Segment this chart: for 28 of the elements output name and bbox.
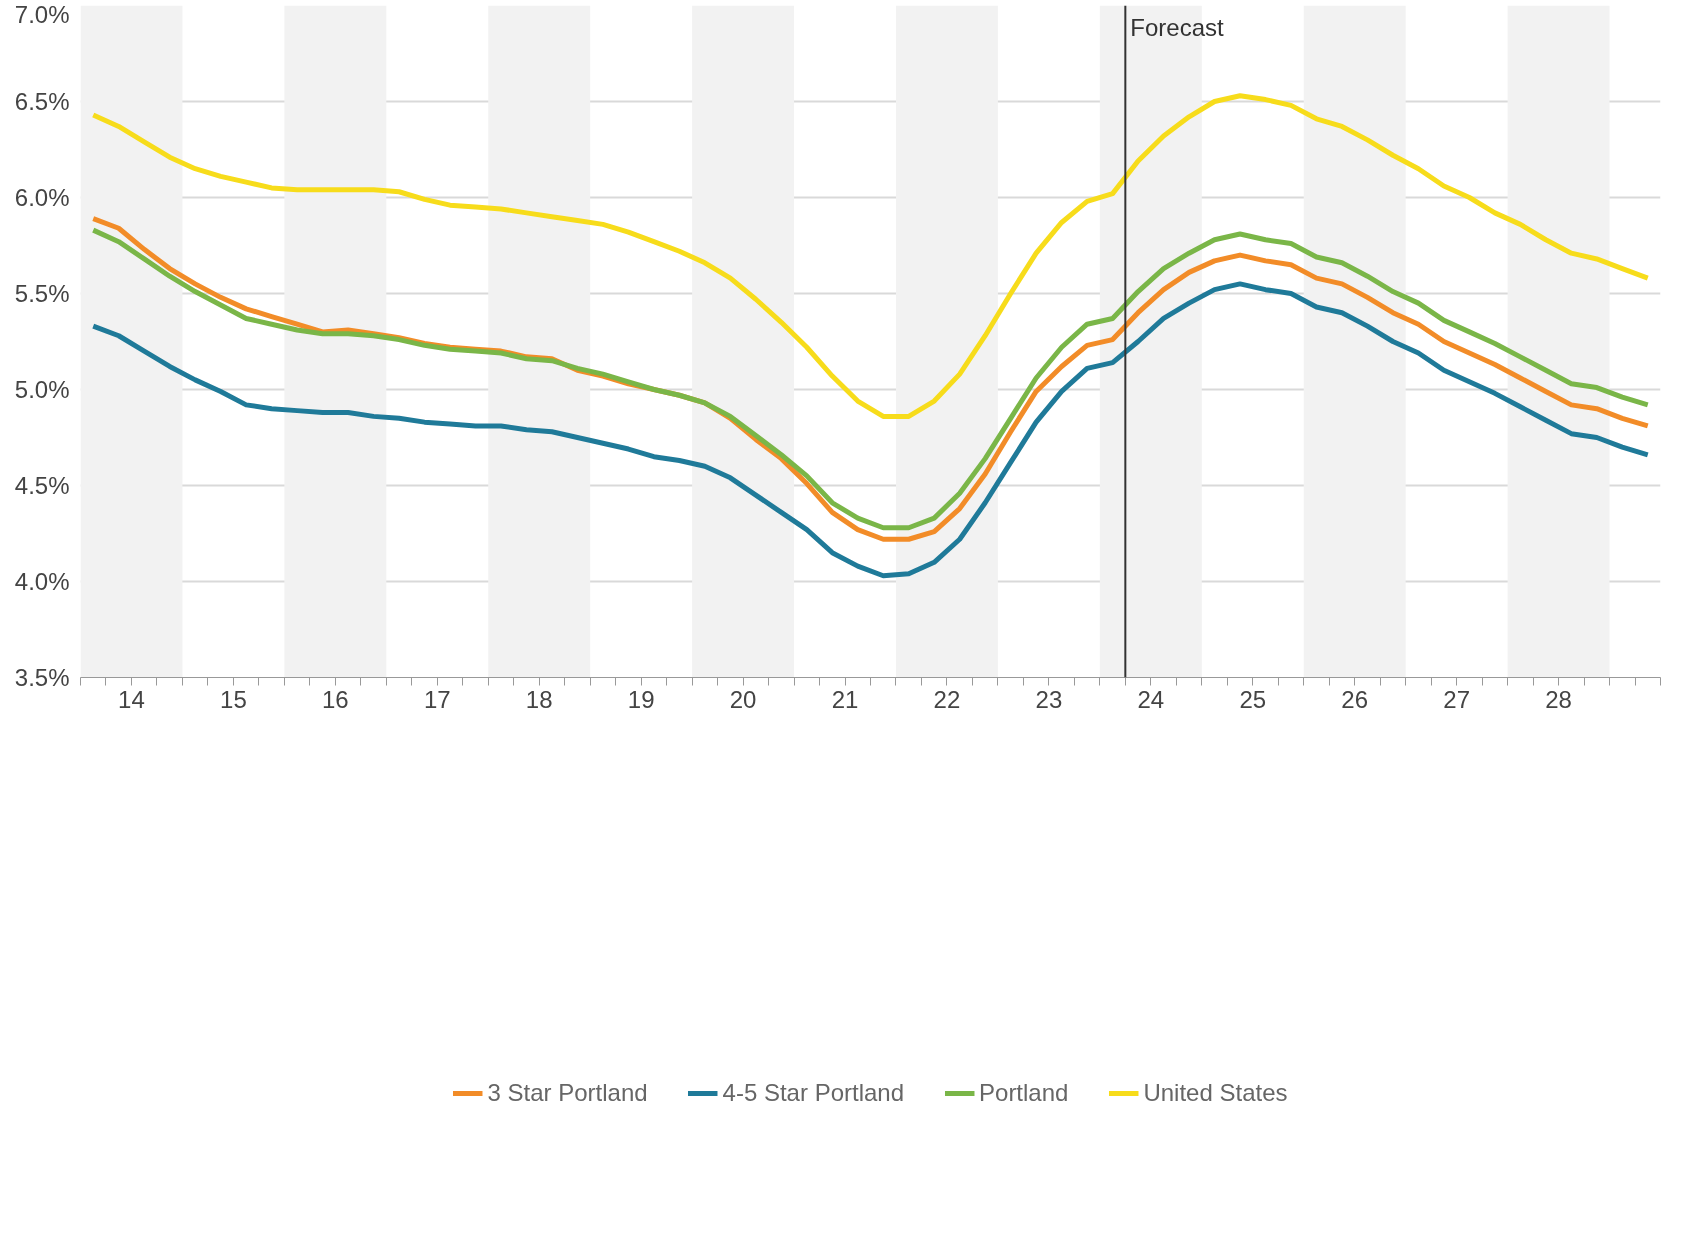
x-tick-label: 27 <box>1443 685 1470 713</box>
legend-label: Portland <box>979 1078 1069 1107</box>
x-tick-label: 14 <box>118 685 145 713</box>
x-tick-label: 24 <box>1137 685 1165 713</box>
x-tick-label: 19 <box>627 685 655 713</box>
legend-label: 4-5 Star Portland <box>722 1078 905 1107</box>
x-tick-label: 22 <box>933 685 961 713</box>
x-tick-label: 18 <box>525 685 553 713</box>
x-tick-label: 26 <box>1341 685 1369 713</box>
x-tick-label: 20 <box>729 685 757 713</box>
y-tick-label: 4.5% <box>14 472 70 499</box>
y-tick-label: 4.0% <box>14 568 70 595</box>
y-tick-label: 5.5% <box>14 280 70 307</box>
x-tick-label: 17 <box>423 685 451 713</box>
y-tick-label: 6.0% <box>14 184 70 211</box>
y-tick-label: 7.0% <box>14 0 70 28</box>
y-tick-label: 6.5% <box>14 88 70 115</box>
x-tick-label: 25 <box>1239 685 1267 713</box>
x-tick-label: 28 <box>1545 685 1572 713</box>
x-tick-label: 21 <box>831 685 859 713</box>
legend-label: 3 Star Portland <box>487 1078 648 1107</box>
legend-label: United States <box>1143 1078 1288 1107</box>
y-tick-label: 5.0% <box>14 376 70 403</box>
x-tick-label: 15 <box>220 685 247 713</box>
y-tick-label: 3.5% <box>14 664 70 691</box>
x-tick-label: 23 <box>1035 685 1063 713</box>
x-tick-label: 16 <box>321 685 349 713</box>
ref-line-label: Forecast <box>1130 13 1225 41</box>
